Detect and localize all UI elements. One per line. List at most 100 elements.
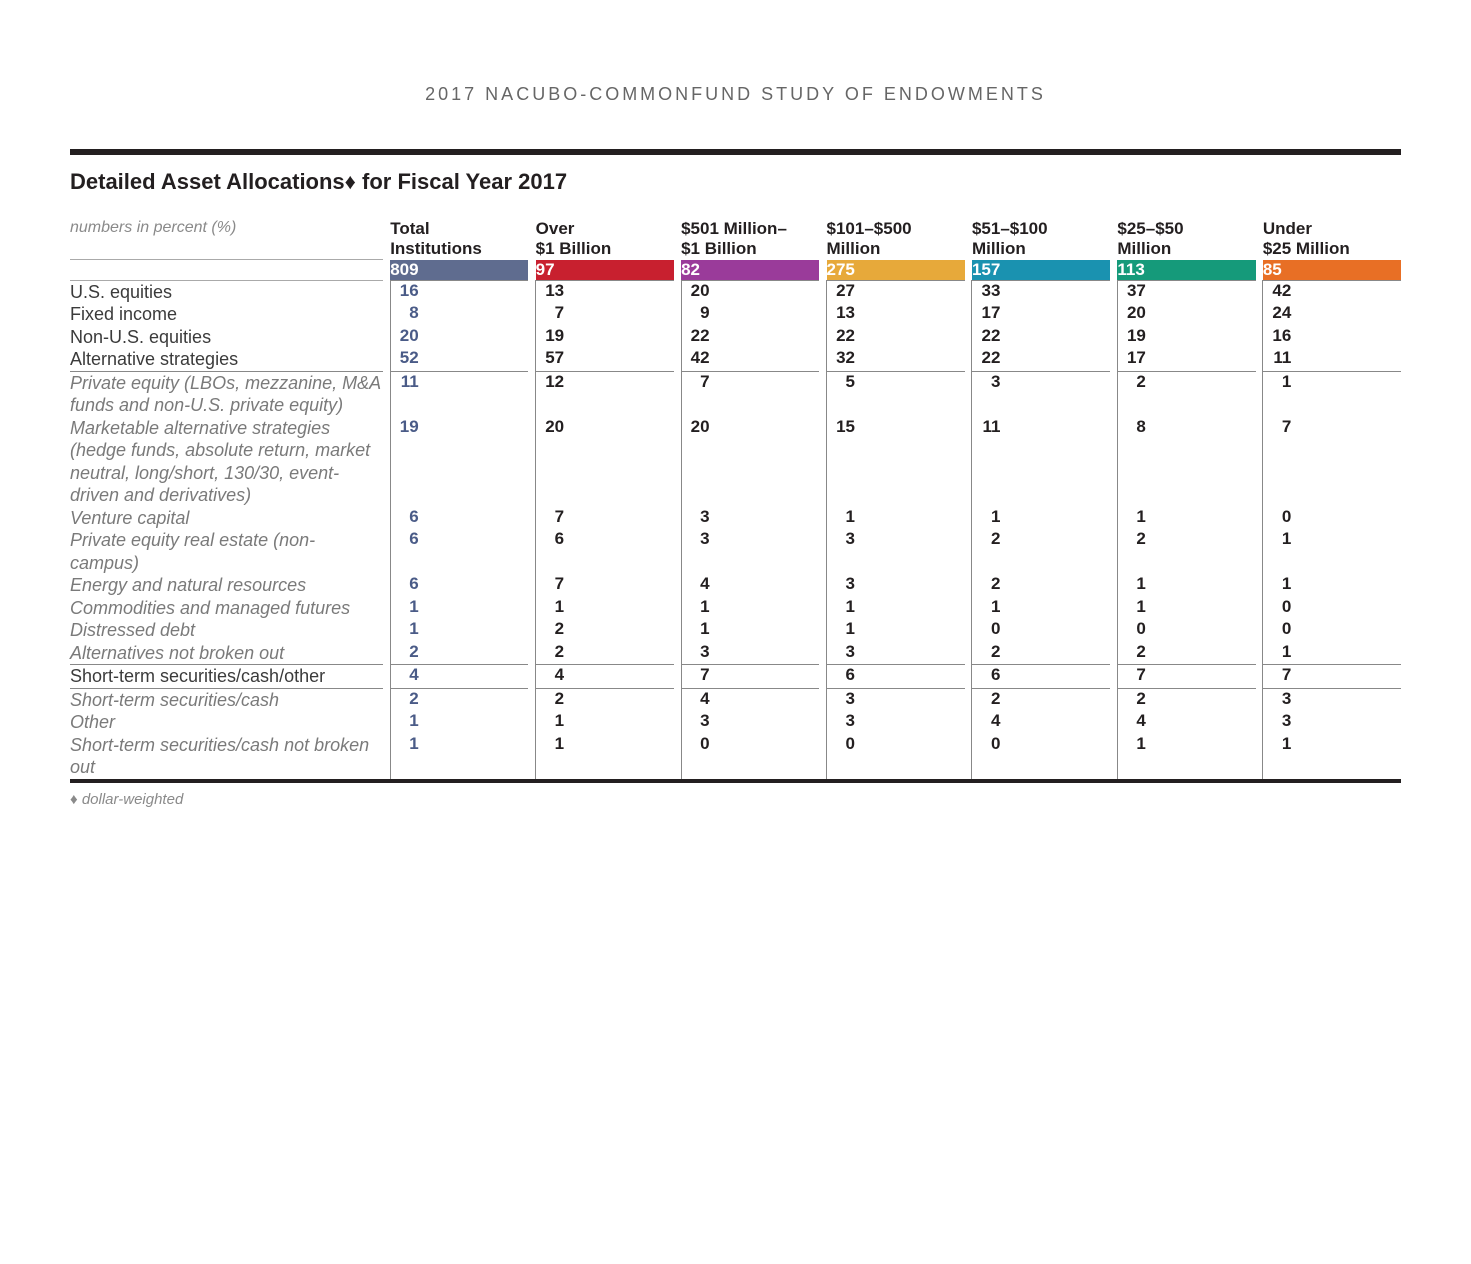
column-header: Under$25 Million bbox=[1263, 219, 1401, 260]
gap bbox=[819, 574, 826, 597]
data-value: 1 bbox=[536, 734, 564, 754]
data-cell: 5 bbox=[827, 371, 965, 417]
data-value: 1 bbox=[972, 597, 1000, 617]
data-cell: 33 bbox=[972, 280, 1110, 303]
data-value: 2 bbox=[536, 689, 564, 709]
gap bbox=[674, 348, 681, 371]
gap bbox=[1256, 303, 1263, 326]
data-cell: 22 bbox=[827, 326, 965, 349]
institution-count: 157 bbox=[972, 260, 1110, 281]
table-head: numbers in percent (%) TotalInstitutions… bbox=[70, 219, 1401, 280]
data-cell: 6 bbox=[972, 665, 1110, 689]
gap bbox=[965, 326, 972, 349]
gap bbox=[674, 642, 681, 665]
data-cell: 0 bbox=[681, 734, 819, 779]
row-label: Private equity (LBOs, mezzanine, M&A fun… bbox=[70, 371, 383, 417]
table-subrow: Commodities and managed futures1111110 bbox=[70, 597, 1401, 620]
gap bbox=[965, 417, 972, 507]
data-cell: 57 bbox=[536, 348, 674, 371]
data-cell: 2 bbox=[1117, 371, 1255, 417]
data-value: 1 bbox=[1263, 642, 1291, 662]
gap bbox=[674, 417, 681, 507]
data-cell: 1 bbox=[390, 711, 528, 734]
gap bbox=[383, 417, 390, 507]
data-cell: 7 bbox=[536, 303, 674, 326]
gap bbox=[1110, 280, 1117, 303]
gap bbox=[528, 619, 535, 642]
gap bbox=[819, 326, 826, 349]
units-note: numbers in percent (%) bbox=[70, 219, 383, 260]
gap bbox=[674, 507, 681, 530]
gap bbox=[383, 665, 390, 689]
gap bbox=[965, 619, 972, 642]
data-value: 1 bbox=[682, 619, 710, 639]
gap bbox=[383, 711, 390, 734]
column-header-line2: Million bbox=[1117, 239, 1255, 259]
institution-count: 809 bbox=[390, 260, 528, 281]
gap bbox=[1256, 529, 1263, 574]
gap bbox=[1110, 642, 1117, 665]
gap bbox=[1256, 507, 1263, 530]
data-cell: 1 bbox=[536, 711, 674, 734]
gap bbox=[674, 688, 681, 711]
data-cell: 20 bbox=[390, 326, 528, 349]
footnote: ♦ dollar-weighted bbox=[70, 791, 1401, 808]
gap bbox=[1110, 507, 1117, 530]
data-value: 11 bbox=[972, 417, 1000, 437]
data-cell: 3 bbox=[972, 371, 1110, 417]
gap bbox=[383, 734, 390, 779]
data-value: 0 bbox=[972, 734, 1000, 754]
column-header: $101–$500Million bbox=[827, 219, 965, 260]
gap bbox=[819, 219, 826, 260]
gap bbox=[383, 642, 390, 665]
data-value: 2 bbox=[536, 619, 564, 639]
data-cell: 2 bbox=[536, 619, 674, 642]
data-value: 2 bbox=[391, 642, 419, 662]
data-value: 0 bbox=[1263, 619, 1291, 639]
gap bbox=[1256, 688, 1263, 711]
gap bbox=[819, 417, 826, 507]
gap bbox=[965, 280, 972, 303]
gap bbox=[1110, 219, 1117, 260]
data-cell: 2 bbox=[972, 529, 1110, 574]
gap bbox=[528, 688, 535, 711]
data-cell: 1 bbox=[1117, 734, 1255, 779]
gap bbox=[383, 597, 390, 620]
data-value: 1 bbox=[682, 597, 710, 617]
data-value: 2 bbox=[1118, 372, 1146, 392]
data-value: 7 bbox=[682, 665, 710, 685]
data-cell: 20 bbox=[536, 417, 674, 507]
data-cell: 3 bbox=[827, 574, 965, 597]
data-value: 3 bbox=[682, 642, 710, 662]
data-cell: 1 bbox=[1263, 371, 1401, 417]
gap bbox=[674, 665, 681, 689]
gap bbox=[965, 371, 972, 417]
data-value: 3 bbox=[827, 574, 855, 594]
data-cell: 4 bbox=[1117, 711, 1255, 734]
gap bbox=[383, 219, 390, 260]
row-label: Fixed income bbox=[70, 303, 383, 326]
gap bbox=[819, 711, 826, 734]
gap bbox=[819, 734, 826, 779]
gap bbox=[819, 597, 826, 620]
data-value: 4 bbox=[682, 574, 710, 594]
row-label: Private equity real estate (non-campus) bbox=[70, 529, 383, 574]
data-value: 1 bbox=[391, 734, 419, 754]
data-cell: 19 bbox=[1117, 326, 1255, 349]
column-header-line2: Institutions bbox=[390, 239, 528, 259]
data-value: 8 bbox=[391, 303, 419, 323]
row-label: Other bbox=[70, 711, 383, 734]
data-cell: 12 bbox=[536, 371, 674, 417]
data-value: 24 bbox=[1263, 303, 1291, 323]
data-cell: 7 bbox=[536, 574, 674, 597]
data-value: 1 bbox=[827, 597, 855, 617]
gap bbox=[383, 371, 390, 417]
data-value: 22 bbox=[827, 326, 855, 346]
data-cell: 27 bbox=[827, 280, 965, 303]
institution-count: 275 bbox=[827, 260, 965, 281]
column-header-line2: $1 Billion bbox=[536, 239, 674, 259]
data-cell: 4 bbox=[390, 665, 528, 689]
data-cell: 1 bbox=[1263, 574, 1401, 597]
data-value: 42 bbox=[682, 348, 710, 368]
column-header: $25–$50Million bbox=[1117, 219, 1255, 260]
